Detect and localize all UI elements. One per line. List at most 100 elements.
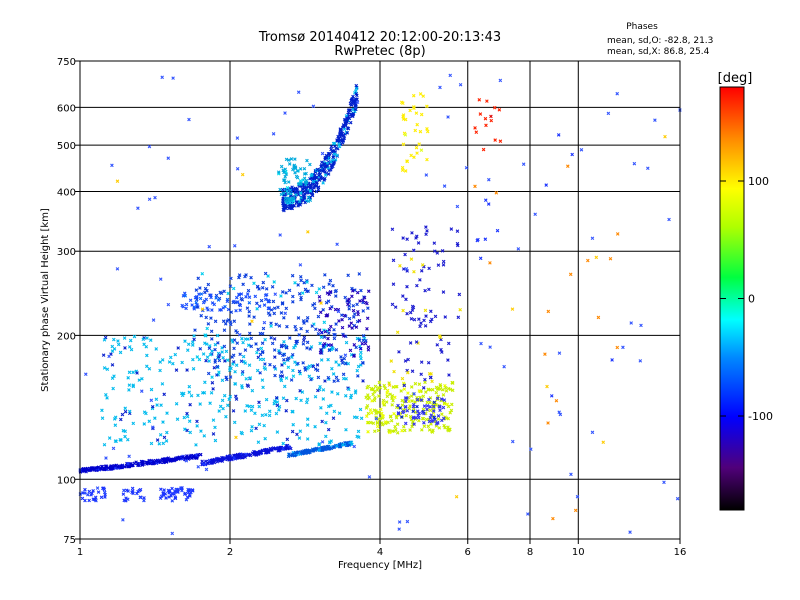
data-point xyxy=(220,350,224,354)
data-point xyxy=(493,138,497,142)
data-point xyxy=(186,490,191,495)
data-point xyxy=(410,399,414,403)
data-point xyxy=(260,413,265,418)
data-point xyxy=(187,456,192,460)
data-point xyxy=(250,319,254,324)
data-point xyxy=(346,302,350,307)
data-point xyxy=(431,409,436,413)
data-point xyxy=(158,433,163,437)
data-point xyxy=(158,368,162,373)
data-point xyxy=(313,367,318,371)
data-point xyxy=(243,409,248,413)
data-point xyxy=(323,173,328,177)
data-point xyxy=(366,393,370,397)
data-point xyxy=(495,228,500,233)
data-point xyxy=(418,395,422,400)
data-point xyxy=(250,388,255,393)
data-point xyxy=(317,177,322,182)
data-point xyxy=(349,103,353,107)
data-point xyxy=(411,420,415,424)
data-point xyxy=(304,178,309,183)
data-point xyxy=(185,428,189,433)
data-point xyxy=(192,334,196,338)
data-point xyxy=(349,440,354,445)
data-point xyxy=(305,346,309,350)
data-point xyxy=(183,491,188,496)
data-point xyxy=(306,365,311,370)
data-point xyxy=(415,151,419,155)
data-point xyxy=(326,404,331,409)
data-point xyxy=(165,411,169,415)
data-point xyxy=(331,164,335,169)
data-point xyxy=(277,404,282,409)
data-point xyxy=(129,347,134,352)
data-point xyxy=(590,430,595,435)
data-point xyxy=(366,306,370,310)
data-point xyxy=(190,303,194,307)
data-point xyxy=(343,393,348,398)
data-point xyxy=(390,227,395,232)
data-point xyxy=(263,362,267,366)
data-point xyxy=(305,417,310,421)
data-point xyxy=(87,498,91,503)
data-point xyxy=(295,432,299,437)
data-point xyxy=(549,394,554,398)
data-point xyxy=(273,373,277,378)
data-point xyxy=(228,284,233,288)
data-point xyxy=(260,331,265,336)
data-point xyxy=(438,383,443,387)
data-point xyxy=(255,350,259,355)
data-point xyxy=(284,157,289,162)
data-point xyxy=(324,156,329,160)
data-point xyxy=(313,394,318,399)
data-point xyxy=(390,403,394,407)
data-point xyxy=(207,244,212,249)
y-tick-label: 75 xyxy=(63,535,76,546)
data-point xyxy=(326,375,331,380)
data-point xyxy=(333,307,338,312)
data-point xyxy=(446,358,450,362)
data-point xyxy=(351,308,356,313)
data-point xyxy=(342,334,346,338)
data-point xyxy=(278,233,282,237)
data-point xyxy=(458,307,462,312)
data-point xyxy=(122,498,127,503)
data-point xyxy=(646,166,650,171)
data-point xyxy=(175,490,180,494)
data-point xyxy=(361,361,365,365)
data-point xyxy=(287,336,292,340)
data-point xyxy=(286,365,291,370)
data-point xyxy=(170,491,174,496)
data-point xyxy=(127,345,132,349)
data-point xyxy=(365,414,369,418)
data-point xyxy=(305,397,310,402)
data-point xyxy=(331,283,335,288)
data-point xyxy=(400,428,404,433)
data-point xyxy=(420,416,425,421)
data-point xyxy=(301,342,306,346)
data-point xyxy=(129,463,134,467)
data-point xyxy=(433,314,438,319)
data-point xyxy=(411,305,416,310)
data-point xyxy=(229,276,233,281)
data-point xyxy=(184,458,189,463)
data-point xyxy=(321,397,326,401)
phase-stats-header: Phases xyxy=(626,22,658,32)
data-point xyxy=(477,98,482,102)
data-point xyxy=(388,414,393,419)
data-point xyxy=(200,271,205,276)
data-point xyxy=(272,401,277,406)
chart-subtitle: RwPretec (8p) xyxy=(334,44,425,59)
data-point xyxy=(366,348,371,352)
data-point xyxy=(417,382,422,386)
data-point xyxy=(246,288,251,293)
data-point xyxy=(257,400,261,405)
data-point xyxy=(83,498,87,503)
data-point xyxy=(268,362,272,367)
colorbar-tick-label: -100 xyxy=(748,410,773,423)
data-point xyxy=(185,411,189,416)
data-point xyxy=(334,444,339,448)
data-point xyxy=(402,383,407,388)
data-point xyxy=(190,343,195,347)
data-point xyxy=(422,404,427,408)
